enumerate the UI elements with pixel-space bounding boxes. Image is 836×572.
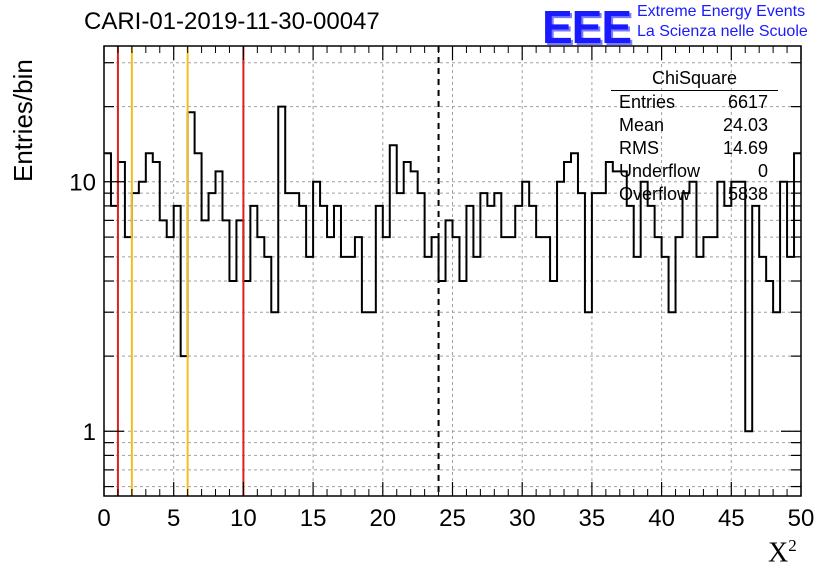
x-tick-label: 20 bbox=[369, 505, 396, 532]
x-tick-label: 40 bbox=[648, 505, 675, 532]
logo-line-1: Extreme Energy Events bbox=[637, 3, 806, 20]
stats-title: ChiSquare bbox=[611, 66, 778, 91]
stats-value: 24.03 bbox=[722, 115, 768, 135]
y-tick-label: 1 bbox=[83, 419, 96, 446]
stats-row-rms: RMS 14.69 bbox=[611, 137, 778, 160]
histogram-series bbox=[104, 105, 801, 433]
x-tick-label: 30 bbox=[509, 505, 536, 532]
stats-label: Entries bbox=[619, 92, 676, 112]
stats-value: 5838 bbox=[727, 184, 768, 204]
eee-logo: EEE bbox=[542, 1, 632, 53]
logo-line-2: La Scienza nelle Scuole bbox=[637, 23, 808, 40]
stats-label: Mean bbox=[619, 115, 665, 135]
x-axis-label-superscript: 2 bbox=[788, 536, 797, 555]
stats-box: ChiSquare Entries 6617 Mean 24.03 RMS 14… bbox=[611, 66, 778, 212]
chart-title: CARI-01-2019-11-30-00047 bbox=[84, 8, 380, 35]
stats-row-underflow: Underflow 0 bbox=[611, 160, 778, 183]
stats-value: 14.69 bbox=[722, 138, 768, 158]
stats-value: 6617 bbox=[727, 92, 768, 112]
x-tick-label: 50 bbox=[788, 505, 815, 532]
x-tick-label: 5 bbox=[167, 505, 180, 532]
y-tick-label: 10 bbox=[69, 170, 96, 197]
stats-row-entries: Entries 6617 bbox=[611, 91, 778, 114]
x-tick-label: 25 bbox=[439, 505, 466, 532]
stats-label: RMS bbox=[619, 138, 659, 158]
x-tick-label: 10 bbox=[230, 505, 257, 532]
stats-value: 0 bbox=[757, 161, 768, 181]
y-axis-label: Entries/bin bbox=[8, 59, 38, 182]
stats-row-mean: Mean 24.03 bbox=[611, 114, 778, 137]
stats-label: Overflow bbox=[619, 184, 691, 204]
x-tick-label: 15 bbox=[300, 505, 327, 532]
x-tick-label: 35 bbox=[579, 505, 606, 532]
stats-label: Underflow bbox=[619, 161, 701, 181]
stats-row-overflow: Overflow 5838 bbox=[611, 183, 778, 206]
x-axis-label: X2 bbox=[768, 536, 797, 569]
x-axis-label-base: X bbox=[768, 537, 789, 569]
x-tick-label: 45 bbox=[718, 505, 745, 532]
x-tick-label: 0 bbox=[97, 505, 110, 532]
